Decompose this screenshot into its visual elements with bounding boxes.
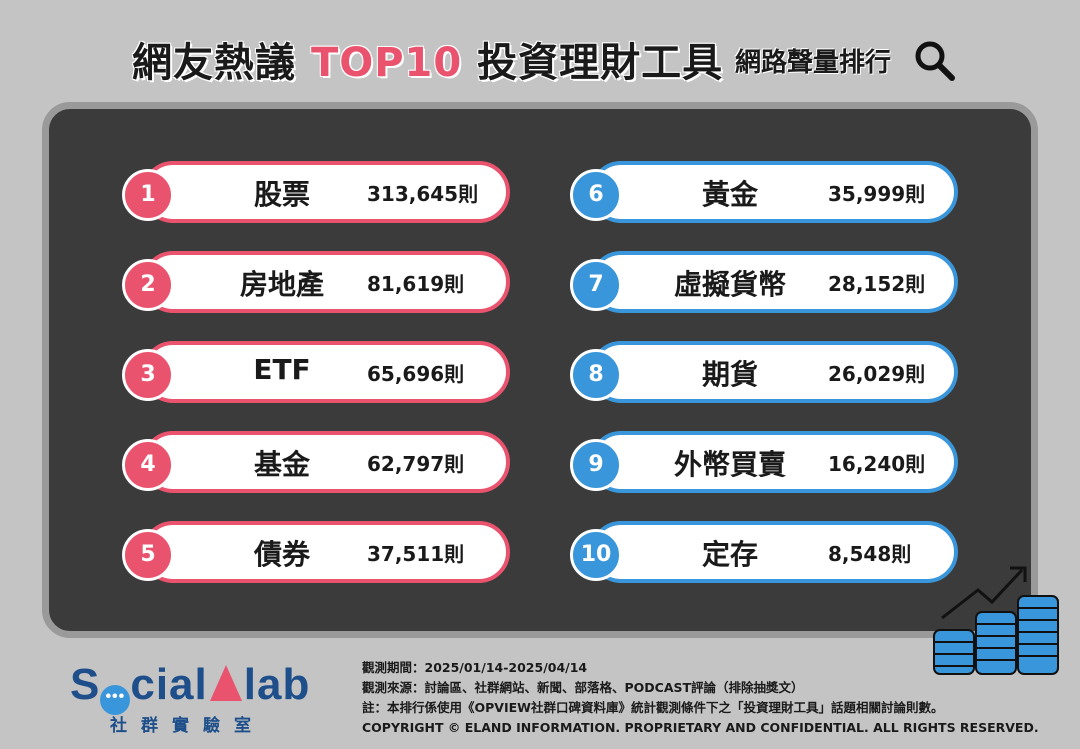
rank-item: 7 虛擬貨幣 28,152則 (570, 251, 960, 313)
title-highlight: TOP10 (310, 40, 463, 86)
mention-count: 65,696則 (367, 362, 465, 386)
rank-pill (142, 521, 510, 583)
mention-count: 8,548則 (828, 542, 912, 566)
rank-pill (590, 521, 958, 583)
rank-pill (590, 431, 958, 493)
rank-item: 4 基金 62,797則 (122, 431, 512, 493)
logo-chat-icon: ••• (100, 685, 131, 715)
rank-number: 6 (570, 169, 622, 221)
rank-pill (590, 341, 958, 403)
mention-count: 81,619則 (367, 272, 465, 296)
tool-name: 房地產 (239, 268, 324, 301)
rank-number: 9 (570, 439, 622, 491)
rank-number: 7 (570, 259, 622, 311)
mention-count: 28,152則 (828, 272, 926, 296)
tool-name: 黃金 (701, 178, 758, 211)
rank-item: 2 房地產 81,619則 (122, 251, 512, 313)
flask-icon (209, 665, 242, 701)
rank-number: 5 (122, 529, 174, 581)
page-title: 網友熱議 TOP10 投資理財工具 (132, 30, 723, 88)
footnotes: 觀測期間：2025/01/14-2025/04/14 觀測來源：討論區、社群網站… (362, 658, 1039, 738)
rank-item: 5 債券 37,511則 (122, 521, 512, 583)
logo-subtitle: 社群實驗室 (110, 716, 265, 736)
header: 網友熱議 TOP10 投資理財工具 網路聲量排行 (0, 22, 1080, 86)
tool-name: 虛擬貨幣 (673, 268, 786, 301)
title-post: 投資理財工具 (477, 40, 724, 86)
rank-item: 8 期貨 26,029則 (570, 341, 960, 403)
mention-count: 313,645則 (367, 182, 479, 206)
mention-count: 16,240則 (828, 452, 926, 476)
rank-pill (590, 251, 958, 313)
page-subtitle: 網路聲量排行 (735, 48, 892, 78)
rank-pill (142, 431, 510, 493)
logo-text-b: cial (130, 660, 208, 709)
tool-name: ETF (253, 353, 311, 386)
search-icon (915, 41, 955, 81)
rank-item: 3 ETF 65,696則 (122, 341, 512, 403)
tool-name: 期貨 (701, 358, 758, 391)
tool-name: 債券 (253, 538, 310, 571)
tool-name: 定存 (701, 538, 758, 571)
rank-pill (590, 161, 958, 223)
note-source: 觀測來源：討論區、社群網站、新聞、部落格、PODCAST評論（排除抽獎文） (362, 680, 804, 695)
rank-item: 10 定存 8,548則 (570, 521, 960, 583)
rank-number: 3 (122, 349, 174, 401)
socialab-logo: S ••• cial lab 社群實驗室 (70, 660, 310, 736)
mention-count: 26,029則 (828, 362, 926, 386)
tool-name: 外幣買賣 (673, 448, 786, 481)
tool-name: 股票 (253, 178, 310, 211)
tool-name: 基金 (253, 448, 310, 481)
rank-number: 2 (122, 259, 174, 311)
mention-count: 62,797則 (367, 452, 465, 476)
title-pre: 網友熱議 (132, 40, 296, 86)
rank-item: 1 股票 313,645則 (122, 161, 512, 223)
mention-count: 37,511則 (367, 542, 465, 566)
rank-number: 8 (570, 349, 622, 401)
rank-number: 4 (122, 439, 174, 491)
rank-number: 10 (570, 529, 622, 581)
coin-stacks-growth-icon (933, 566, 1059, 675)
note-description: 註：本排行係使用《OPVIEW社群口碑資料庫》統計觀測條件下之「投資理財工具」話… (362, 700, 944, 715)
logo-text-a: S (70, 660, 101, 709)
note-period: 觀測期間：2025/01/14-2025/04/14 (362, 660, 588, 675)
note-copyright: COPYRIGHT © ELAND INFORMATION. PROPRIETA… (362, 720, 1039, 735)
rank-item: 9 外幣買賣 16,240則 (570, 431, 960, 493)
mention-count: 35,999則 (828, 182, 926, 206)
rank-number: 1 (122, 169, 174, 221)
rank-item: 6 黃金 35,999則 (570, 161, 960, 223)
logo-text-c: lab (243, 660, 311, 709)
